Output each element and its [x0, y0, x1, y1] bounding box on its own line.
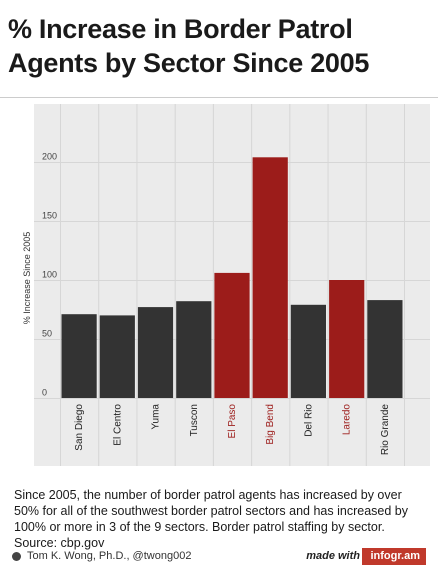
bar-el-centro[interactable]: [99, 315, 135, 398]
bar-big-bend[interactable]: [252, 157, 288, 398]
x-tick-label: El Centro: [112, 404, 123, 446]
x-tick-label: Big Bend: [265, 404, 276, 445]
bar-yuma[interactable]: [137, 307, 174, 398]
bar-tuscon[interactable]: [176, 301, 212, 398]
title-area: % Increase in Border Patrol Agents by Se…: [0, 0, 438, 100]
x-tick-label: El Paso: [227, 404, 238, 439]
author-icon: [12, 551, 21, 561]
x-tick-label: Laredo: [342, 404, 353, 436]
bar-san-diego[interactable]: [61, 314, 97, 398]
made-with-label: made with: [306, 550, 360, 562]
y-tick-labels: 0 50 100 150 200: [42, 152, 57, 398]
x-tick-label: Rio Grande: [380, 404, 391, 456]
bar-rio-grande[interactable]: [367, 300, 403, 398]
bar-laredo[interactable]: [329, 280, 365, 398]
bars: [61, 157, 403, 398]
author-name: Tom K. Wong, Ph.D., @twong002: [27, 550, 192, 562]
author-credit[interactable]: Tom K. Wong, Ph.D., @twong002: [12, 550, 191, 562]
footer: Tom K. Wong, Ph.D., @twong002 made with …: [0, 548, 438, 568]
infogram-logo[interactable]: infogr.am: [362, 548, 426, 565]
chart-caption: Since 2005, the number of border patrol …: [14, 488, 408, 550]
bar-el-paso[interactable]: [214, 272, 250, 398]
x-tick-label: Yuma: [151, 404, 162, 430]
bar-del-rio[interactable]: [290, 304, 326, 398]
y-tick-label: 150: [42, 211, 57, 221]
chart-title: % Increase in Border Patrol Agents by Se…: [8, 14, 370, 78]
grid-lines: [34, 104, 430, 466]
x-tick-label: Del Rio: [303, 404, 314, 437]
x-tick-labels: San Diego El Centro Yuma Tuscon El Paso Big B…: [74, 404, 391, 456]
y-tick-label: 200: [42, 152, 57, 162]
x-tick-label: San Diego: [74, 404, 85, 451]
y-tick-label: 100: [42, 270, 57, 280]
y-tick-label: 50: [42, 329, 52, 339]
title-divider: [0, 97, 438, 98]
y-tick-label: 0: [42, 388, 47, 398]
chart-area: 0 50 100 150 200 San Diego El Centro Yuma Tusco…: [0, 98, 438, 470]
x-tick-label: Tuscon: [189, 404, 200, 436]
y-axis-label: % Increase Since 2005: [22, 232, 32, 325]
bar-chart: 0 50 100 150 200 San Diego El Centro Yuma Tusco…: [22, 104, 430, 466]
